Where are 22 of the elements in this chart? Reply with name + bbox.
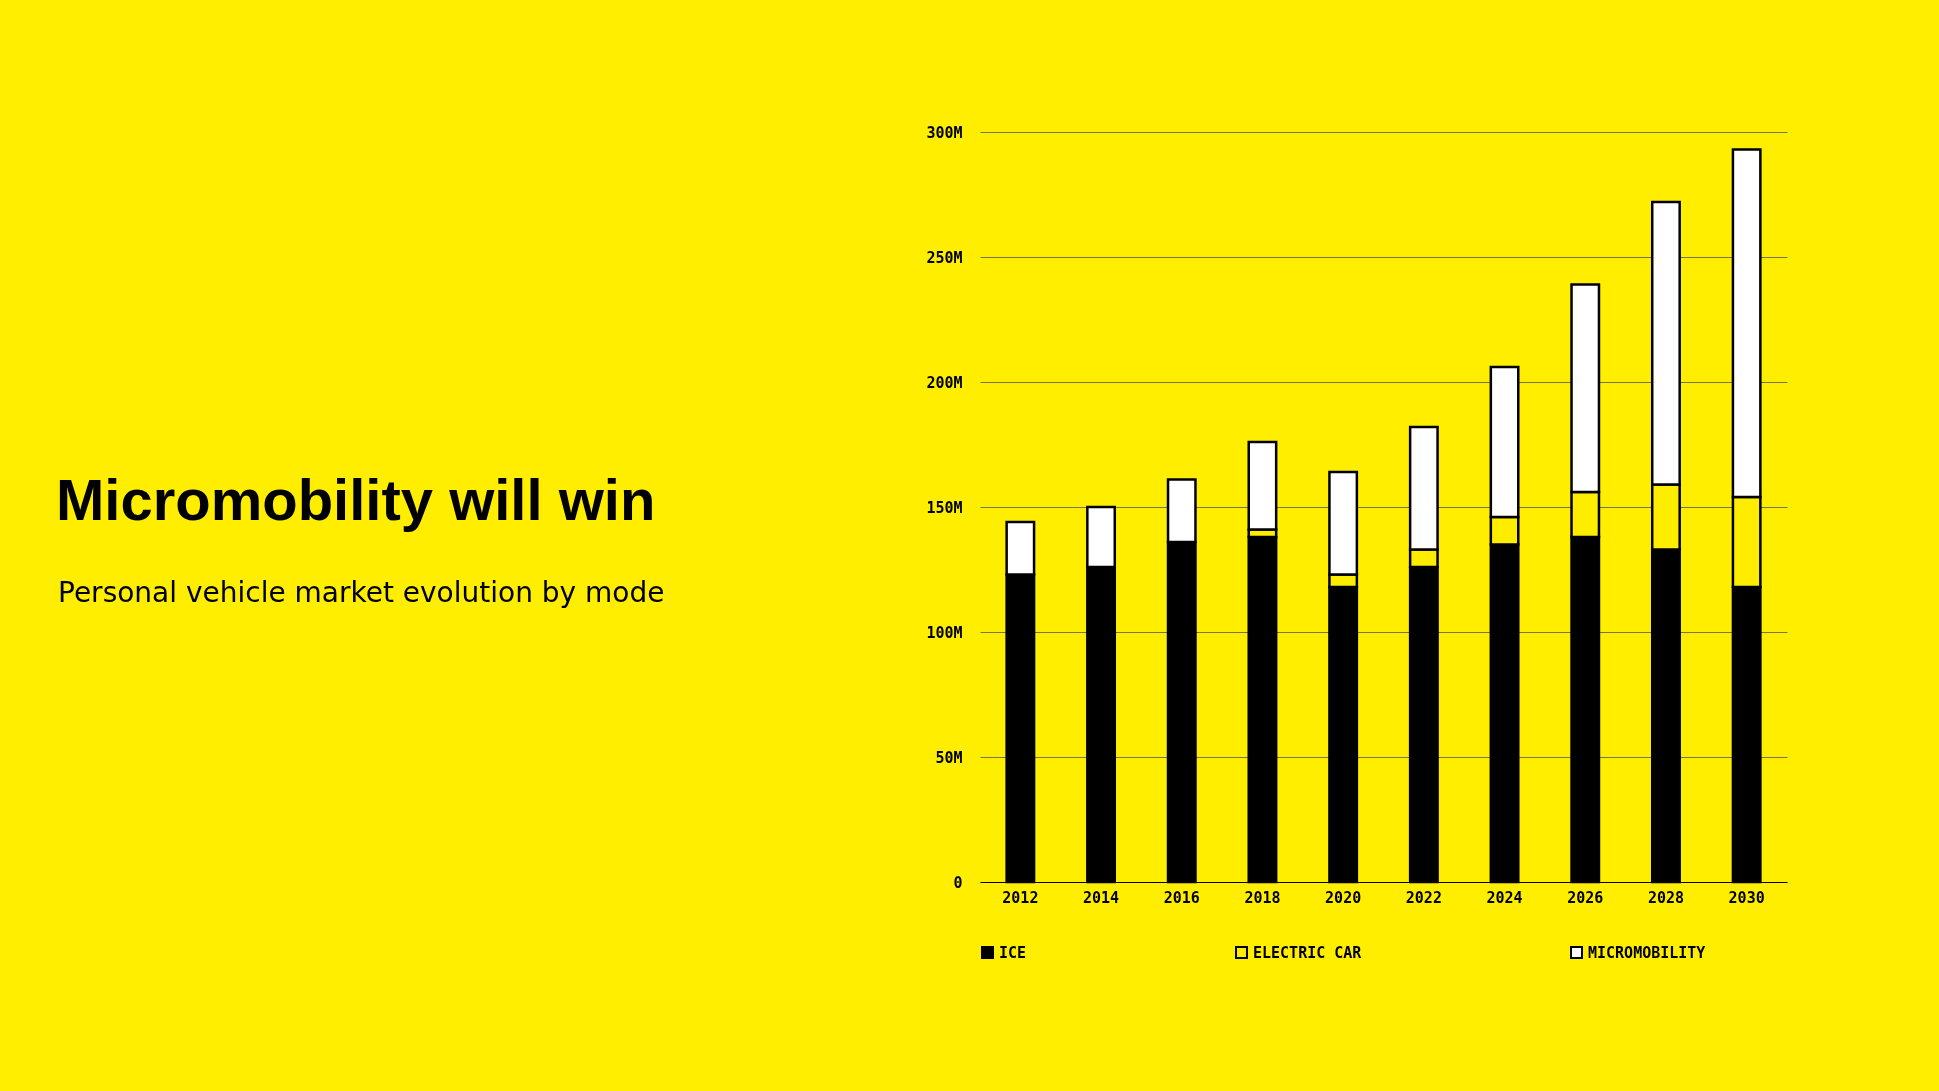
- text: Personal vehicle market evolution by mode: [58, 576, 665, 609]
- x-tick-label: 2018: [1244, 888, 1281, 907]
- y-tick-label: 150M: [926, 498, 963, 517]
- x-tick-label: 2014: [1082, 888, 1120, 907]
- x-tick-label: 2026: [1567, 888, 1604, 907]
- legend-label: ICE: [999, 943, 1027, 962]
- y-tick-label: 250M: [926, 248, 963, 267]
- y-tick-label: 0: [953, 873, 963, 892]
- legend-label: ELECTRIC CAR: [1253, 943, 1363, 962]
- x-tick-label: 2024: [1486, 888, 1523, 907]
- x-tick-label: 2016: [1163, 888, 1200, 907]
- x-tick-label: 2030: [1728, 888, 1765, 907]
- y-tick-label: 200M: [926, 373, 963, 392]
- x-tick-label: 2012: [1002, 888, 1039, 907]
- x-tick-label: 2022: [1405, 888, 1442, 907]
- y-tick-label: 300M: [926, 123, 963, 142]
- text: Micromobility will win: [56, 466, 656, 533]
- y-tick-label: 50M: [935, 748, 963, 767]
- x-tick-label: 2020: [1325, 888, 1362, 907]
- x-tick-label: 2028: [1647, 888, 1685, 907]
- y-tick-label: 100M: [926, 623, 963, 642]
- legend-label: MICROMOBILITY: [1588, 943, 1706, 962]
